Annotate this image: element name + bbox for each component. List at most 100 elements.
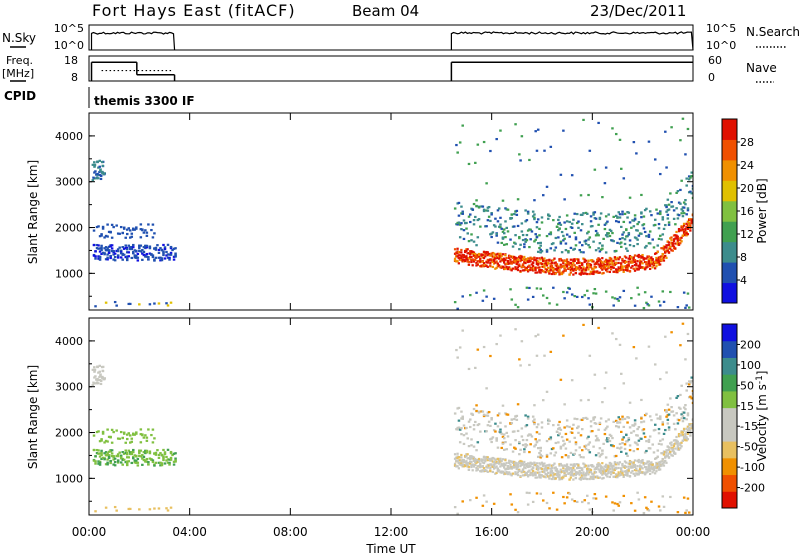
velocity-echo-cell	[477, 423, 481, 426]
velocity-echo-cell	[529, 473, 532, 477]
power-echo-cell	[568, 273, 571, 276]
station-title: Fort Hays East (fitACF)	[92, 1, 296, 20]
power-echo-cell	[669, 237, 672, 240]
velocity-echo-cell	[665, 410, 668, 414]
velocity-echo-cell	[526, 475, 530, 478]
power-echo-cell	[526, 260, 530, 264]
power-echo-cell	[125, 258, 129, 262]
power-echo-cell	[475, 291, 478, 294]
power-echo-cell	[456, 202, 459, 205]
power-echo-cell	[612, 304, 615, 307]
power-echo-cell	[620, 268, 623, 271]
velocity-echo-cell	[169, 456, 173, 460]
power-echo-cell	[667, 223, 671, 226]
power-echo-cell	[455, 260, 458, 263]
velocity-echo-cell	[453, 412, 457, 415]
velocity-echo-cell	[540, 461, 544, 464]
velocity-echo-cell	[623, 466, 627, 469]
velocity-echo-cell	[681, 414, 685, 418]
velocity-echo-cell	[141, 454, 144, 457]
velocity-echo-cell	[565, 470, 569, 473]
velocity-echo-cell	[579, 434, 583, 437]
power-colorbar-label-4: 20	[740, 182, 754, 195]
velocity-echo-cell	[542, 462, 545, 466]
power-echo-cell	[574, 268, 578, 271]
velocity-echo-cell	[148, 450, 152, 453]
velocity-echo-cell	[573, 464, 576, 468]
power-echo-cell	[116, 248, 120, 251]
velocity-echo-cell	[599, 417, 603, 420]
power-echo-cell	[461, 253, 464, 257]
velocity-echo-cell	[577, 466, 580, 470]
velocity-echo-cell	[655, 413, 658, 416]
power-echo-cell	[598, 271, 601, 274]
velocity-echo-cell	[607, 466, 610, 469]
velocity-echo-cell	[500, 471, 503, 474]
power-echo-cell	[138, 249, 141, 253]
power-echo-cell	[142, 253, 146, 257]
power-echo-cell	[569, 246, 573, 250]
power-echo-cell	[489, 233, 492, 236]
power-echo-cell	[540, 265, 544, 268]
velocity-echo-cell	[129, 441, 132, 444]
power-echo-cell	[578, 241, 581, 244]
velocity-echo-cell	[650, 461, 653, 464]
power-echo-cell	[665, 244, 668, 247]
power-echo-cell	[147, 258, 150, 261]
velocity-echo-cell	[497, 469, 501, 472]
power-echo-cell	[659, 211, 662, 214]
power-echo-cell	[496, 263, 499, 266]
velocity-echo-cell	[132, 457, 135, 460]
power-echo-cell	[650, 214, 653, 217]
power-echo-cell	[469, 294, 472, 297]
power-echo-cell	[530, 257, 533, 261]
velocity-echo-cell	[652, 467, 656, 471]
power-echo-cell	[508, 254, 511, 257]
power-echo-cell	[597, 223, 600, 226]
power-ylabel: Slant Range [km]	[26, 160, 40, 264]
power-echo-cell	[565, 265, 569, 268]
power-echo-cell	[572, 273, 575, 276]
velocity-echo-cell	[536, 447, 540, 450]
power-echo-cell	[627, 211, 631, 214]
power-echo-cell	[525, 286, 529, 289]
noise-left-tick-top: 10^5	[54, 22, 84, 35]
velocity-echo-cell	[166, 458, 170, 461]
velocity-echo-cell	[656, 464, 659, 467]
velocity-echo-cell	[528, 450, 531, 454]
velocity-echo-cell	[656, 462, 659, 466]
velocity-echo-cell	[455, 459, 458, 463]
velocity-echo-cell	[582, 473, 585, 476]
power-echo-cell	[466, 252, 469, 255]
power-echo-cell	[552, 242, 555, 245]
velocity-echo-cell	[661, 460, 664, 463]
velocity-echo-cell	[457, 467, 460, 470]
velocity-echo-cell	[608, 475, 611, 479]
velocity-echo-cell	[539, 456, 542, 459]
power-echo-cell	[560, 272, 564, 276]
power-echo-cell	[661, 257, 664, 260]
velocity-echo-cell	[607, 470, 610, 473]
power-echo-cell	[151, 223, 155, 226]
velocity-echo-cell	[505, 470, 508, 474]
power-echo-cell	[549, 231, 553, 234]
velocity-echo-cell	[502, 472, 506, 476]
velocity-echo-cell	[466, 453, 469, 456]
power-echo-cell	[533, 268, 536, 271]
power-echo-cell	[594, 234, 598, 237]
power-echo-cell	[98, 173, 102, 177]
power-echo-cell	[579, 213, 583, 216]
power-echo-cell	[540, 262, 544, 265]
velocity-echo-cell	[667, 448, 671, 451]
power-echo-cell	[130, 256, 134, 260]
power-echo-cell	[555, 269, 559, 272]
velocity-echo-cell	[548, 463, 551, 466]
power-echo-cell	[530, 230, 534, 233]
power-echo-cell	[506, 262, 510, 266]
velocity-echo-cell	[499, 334, 502, 337]
power-echo-cell	[510, 213, 514, 216]
power-echo-cell	[548, 302, 551, 305]
power-echo-cell	[574, 272, 578, 275]
velocity-echo-cell	[582, 417, 585, 420]
velocity-echo-cell	[535, 426, 539, 429]
